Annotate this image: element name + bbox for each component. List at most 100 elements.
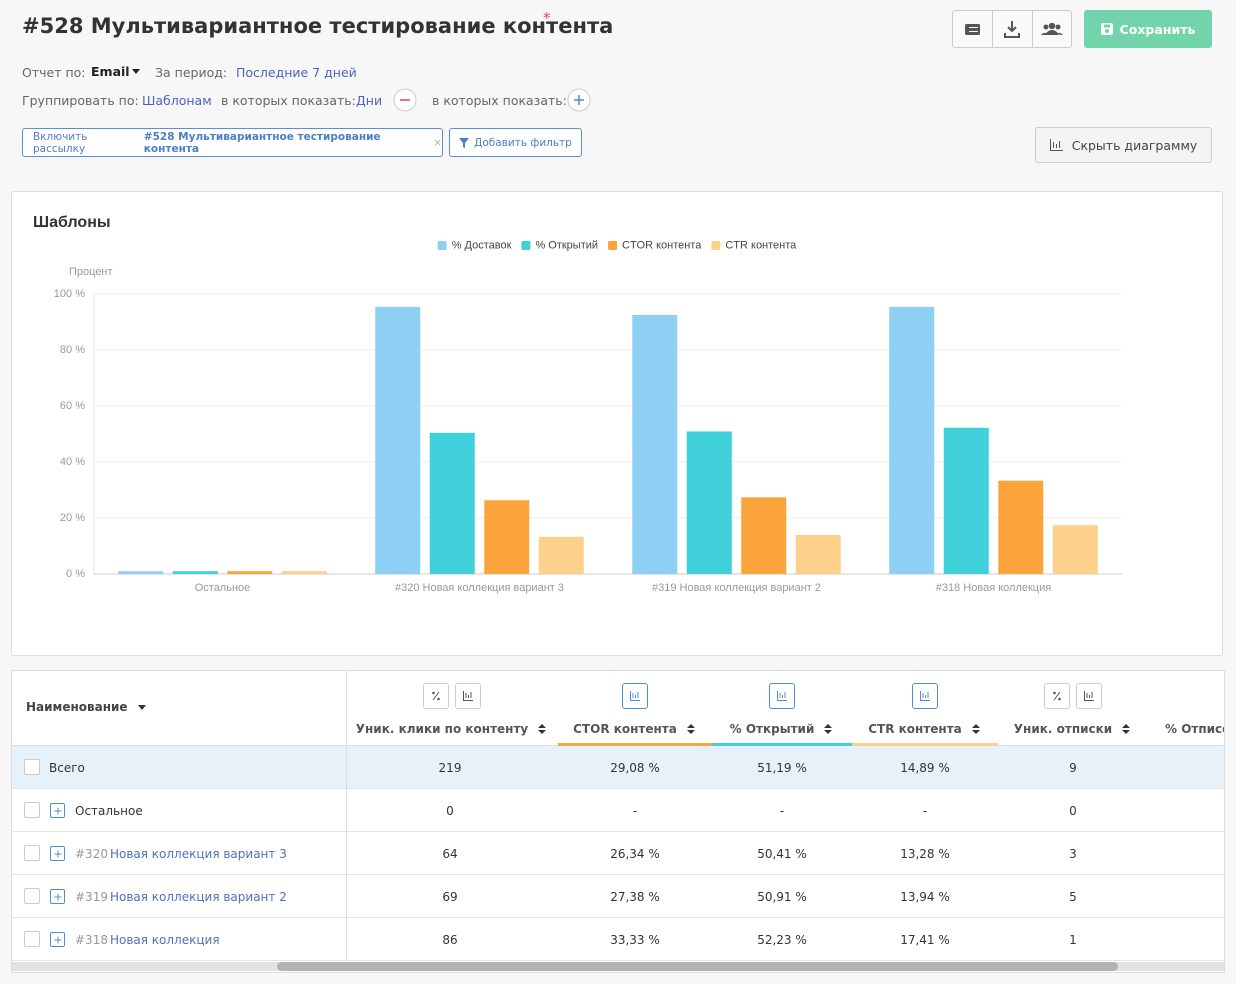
expand-button[interactable] [50,803,65,818]
row-label[interactable]: Новая коллекция вариант 2 [110,890,287,904]
caret [132,69,141,75]
hide-chart-button[interactable]: Скрыть диаграмму [1035,127,1212,163]
row-name: #320Новая коллекция вариант 3 [75,832,287,875]
checkbox[interactable] [24,802,40,818]
table-cell: 5 [998,875,1148,918]
column-title[interactable]: CTOR контента [573,722,677,736]
group[interactable]: Шаблонам [142,93,212,108]
tool-icon [1051,690,1063,702]
table-cell: 17,41 % [852,918,998,961]
checkbox[interactable] [24,888,40,904]
sort-icon [1120,723,1132,735]
chip-close[interactable]: × [433,137,442,149]
add-filter-button[interactable]: Добавить фильтр [449,128,582,157]
tool-icon [776,690,788,702]
save-button[interactable]: Сохранить [1084,10,1212,48]
column-tool[interactable] [423,683,449,709]
row-id: #320 [75,847,108,861]
chart-title: Шаблоны [33,214,111,231]
show-value[interactable]: Дни [356,93,382,108]
required-mark: * [543,9,551,27]
row-id: #318 [75,933,108,947]
column-tool[interactable] [912,683,938,709]
column-tools [998,681,1148,711]
add-button[interactable] [567,88,591,112]
plus-icon [52,891,64,903]
table-cell: 50,41 % [712,832,852,875]
report-by[interactable]: Email [91,64,130,79]
column-tool[interactable] [455,683,481,709]
column-title[interactable]: % Открытий [730,722,815,736]
legend-swatch [438,241,447,250]
column-title[interactable]: Уник. клики по контенту [356,722,528,736]
sort-icon [536,723,548,735]
column-tool[interactable] [622,683,648,709]
column-header: % Открытий [712,715,852,743]
table-cell: 3 [998,832,1148,875]
plus-icon [52,805,64,817]
checkbox[interactable] [24,845,40,861]
expand-button[interactable] [50,932,65,947]
bar [173,571,218,574]
checkbox[interactable] [24,931,40,947]
legend-label: CTOR контента [622,239,702,251]
filter-chip[interactable]: Включить рассылку #528 Мультивариантное … [22,128,443,157]
sort-icon [822,723,834,735]
legend-swatch [521,241,530,250]
column-tools [558,681,712,711]
tool-icon [430,690,442,702]
bar [430,433,475,574]
remove-button[interactable] [393,88,417,112]
group-label: Группировать по: [22,93,139,108]
column-title[interactable]: % Отписок [1165,722,1225,736]
column-tool[interactable] [1076,683,1102,709]
legend-item[interactable]: CTOR контента [608,239,702,251]
bar [375,307,420,574]
column-header: CTOR контента [558,715,712,743]
bar [998,481,1043,574]
table-cell: 69 [341,875,559,918]
legend-label: % Доставок [452,239,512,251]
column-tool[interactable] [769,683,795,709]
table-cell: 9 [998,746,1148,789]
row-name: #318Новая коллекция [75,918,220,961]
y-tick-label: 60 % [60,400,85,412]
bar [118,571,163,574]
row-label[interactable]: Новая коллекция [110,933,220,947]
period[interactable]: Последние 7 дней [236,65,357,80]
legend-item[interactable]: CTR контента [711,239,797,251]
legend-item[interactable]: % Открытий [521,239,598,251]
row-label[interactable]: Новая коллекция вариант 3 [110,847,287,861]
row-name: #319Новая коллекция вариант 2 [75,875,287,918]
chart-icon [1050,139,1063,151]
name-header-label[interactable]: Наименование [26,700,128,714]
table-cell: 29,08 % [558,746,712,789]
chart: Шаблоны Процент 0 %20 %40 %60 %80 %100 %… [12,192,1222,655]
tool-icon [462,690,474,702]
column-title[interactable]: Уник. отписки [1014,722,1112,736]
column-title[interactable]: CTR контента [868,722,962,736]
table-cell: 14,89 % [852,746,998,789]
column-tool[interactable] [1044,683,1070,709]
period-label: За период: [155,65,227,80]
bar [889,307,934,574]
table-cell: 50,91 % [712,875,852,918]
legend-item[interactable]: % Доставок [438,239,512,251]
table-cell: 51,19 % [712,746,852,789]
expand-button[interactable] [50,889,65,904]
y-tick-label: 100 % [54,288,85,300]
table-cell: - [558,789,712,832]
x-tick-label: Остальное [195,582,251,594]
chip-value: #528 Мультивариантное тестирование конте… [144,131,428,155]
column-header: CTR контента [852,715,998,743]
x-tick-label: #320 Новая коллекция вариант 3 [395,582,564,594]
tool-icon [919,690,931,702]
expand-button[interactable] [50,846,65,861]
table-cell: 33,33 % [558,918,712,961]
scrollbar-thumb[interactable] [277,962,1118,971]
checkbox[interactable] [24,759,40,775]
y-tick-label: 0 % [66,568,85,580]
column-tools [346,681,558,711]
sort-caret [136,701,148,713]
